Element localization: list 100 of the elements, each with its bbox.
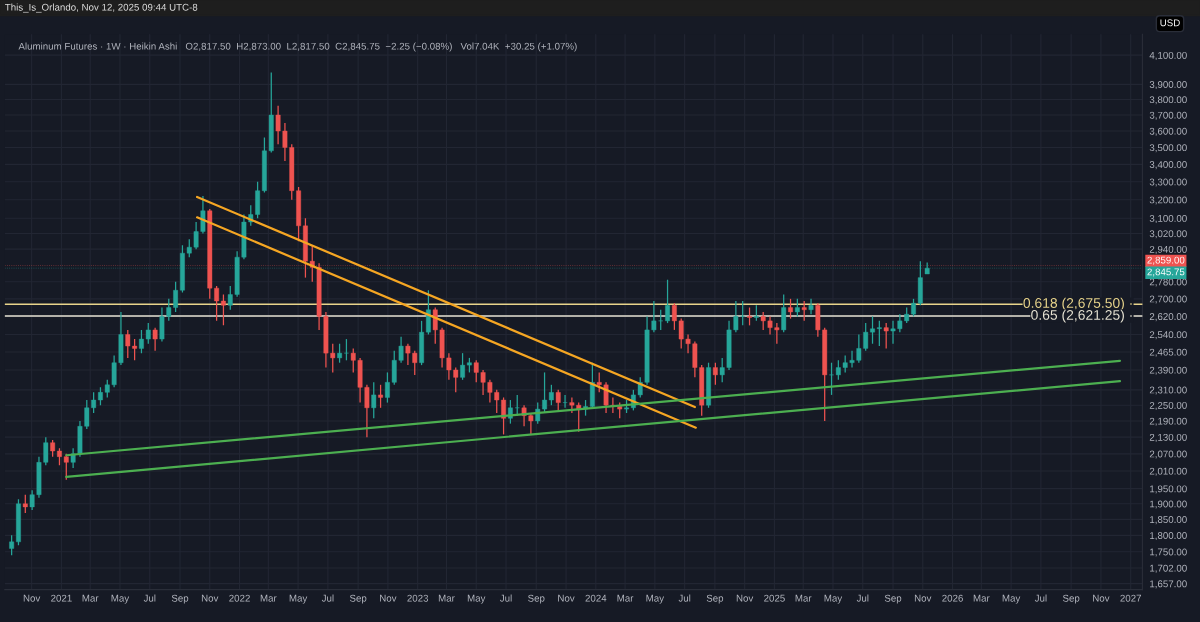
- candlestick: [781, 293, 787, 333]
- candlestick: [460, 352, 465, 381]
- y-tick-label: 2,940.00: [1149, 245, 1187, 254]
- x-tick-label: 2027: [1120, 594, 1142, 602]
- y-tick-label: 3,100.00: [1149, 214, 1187, 224]
- x-tick-label: Mar: [973, 594, 990, 602]
- x-tick-label: Sep: [884, 594, 902, 604]
- text: Aluminum Futures · 1W · Heikin Ashi O2,817.50 H2,873.00 L2,817.50 C2,845.75 −2.25 (−0.08%) Vol7.04K +30.25 (+1.07%): [18, 42, 577, 52]
- x-tick-label: May: [1002, 594, 1021, 604]
- text: USD: [1160, 19, 1180, 27]
- y-tick-label: 3,500.00: [1149, 144, 1187, 153]
- candlestick: [152, 327, 158, 352]
- candlestick: [665, 279, 670, 324]
- y-tick-label: 2,310.00: [1149, 386, 1187, 395]
- candlestick: [371, 381, 377, 419]
- x-tick-label: Jul: [499, 594, 512, 602]
- x-tick-label: May: [467, 594, 486, 604]
- y-tick-label: 2,780.00: [1149, 278, 1187, 287]
- y-tick-label: 3,900.00: [1149, 81, 1187, 90]
- y-tick-label: 2,465.00: [1149, 348, 1187, 357]
- candlestick: [22, 494, 28, 514]
- x-tick-label: Mar: [795, 594, 812, 602]
- x-tick-label: 2024: [585, 594, 607, 602]
- candlestick: [876, 320, 882, 347]
- candlestick: [883, 322, 889, 350]
- candlestick: [378, 384, 383, 409]
- y-tick-label: 1,702.00: [1150, 564, 1187, 573]
- y-tick-label: 2,190.00: [1149, 417, 1187, 426]
- x-tick-label: 2023: [407, 594, 429, 602]
- y-tick-label: 1,950.00: [1150, 485, 1187, 494]
- y-tick-label: 3,600.00: [1149, 127, 1187, 136]
- y-tick-label: 4,100.00: [1149, 51, 1187, 60]
- candlestick: [740, 300, 746, 326]
- x-tick-label: Mar: [82, 594, 99, 602]
- ref-line-label: 0.65 (2,621.25) ·: [1031, 309, 1132, 323]
- y-tick-label: 3,800.00: [1149, 96, 1187, 105]
- chart-title: This_Is_Orlando, Nov 12, 2025 09:44 UTC-8: [5, 3, 198, 13]
- x-tick-label: Nov: [1093, 594, 1110, 602]
- x-tick-label: 2026: [942, 594, 963, 602]
- x-tick-label: Jul: [678, 594, 691, 602]
- y-tick-label: 2,620.00: [1149, 313, 1187, 322]
- x-tick-label: Sep: [706, 594, 724, 604]
- x-tick-label: Jul: [1034, 594, 1047, 602]
- y-tick-label: 3,020.00: [1149, 230, 1187, 239]
- candlestick: [221, 293, 226, 326]
- y-tick-label: 3,700.00: [1149, 111, 1187, 120]
- x-tick-label: Sep: [1062, 594, 1080, 604]
- x-tick-label: Sep: [528, 594, 545, 604]
- x-tick-label: Jul: [143, 594, 156, 602]
- x-tick-label: Nov: [201, 594, 219, 602]
- candlestick: [548, 384, 554, 406]
- candlestick: [658, 309, 664, 331]
- y-tick-label: 2,070.00: [1149, 450, 1187, 459]
- candlestick: [555, 389, 561, 412]
- x-tick-label: 2025: [764, 594, 785, 602]
- candlestick: [801, 300, 807, 322]
- candlestick: [808, 298, 814, 315]
- x-tick-label: May: [646, 594, 665, 604]
- y-tick-label: 2,130.00: [1149, 433, 1187, 442]
- x-tick-label: Nov: [380, 594, 397, 602]
- x-tick-label: Sep: [349, 594, 367, 604]
- x-tick-label: Nov: [914, 594, 932, 602]
- x-tick-label: 2021: [51, 594, 72, 602]
- y-tick-label: 1,900.00: [1150, 500, 1187, 509]
- x-tick-label: May: [824, 594, 843, 604]
- y-tick-label: 2,010.00: [1149, 467, 1187, 476]
- x-tick-label: Mar: [260, 594, 277, 602]
- ref-line-label: 2,845.75: [1147, 268, 1185, 277]
- x-tick-label: May: [289, 594, 308, 604]
- candlestick: [9, 534, 15, 556]
- candlestick: [344, 338, 349, 361]
- y-tick-label: 1,800.00: [1150, 532, 1187, 541]
- y-tick-label: 1,850.00: [1150, 516, 1187, 525]
- candlestick: [514, 394, 520, 417]
- y-tick-label: 1,750.00: [1150, 548, 1187, 557]
- x-tick-label: Nov: [558, 594, 575, 602]
- ref-line-label: 0.618 (2,675.50) ·: [1023, 297, 1132, 311]
- candlestick: [712, 362, 718, 386]
- x-tick-label: 2022: [229, 594, 250, 602]
- y-tick-label: 2,390.00: [1149, 366, 1187, 375]
- y-tick-label: 3,300.00: [1149, 178, 1187, 187]
- ref-line-label: 2,859.00: [1147, 256, 1185, 265]
- x-tick-label: Mar: [438, 594, 455, 602]
- candlestick: [788, 298, 793, 320]
- candlestick: [337, 343, 342, 364]
- y-tick-label: 2,250.00: [1149, 401, 1187, 410]
- x-tick-label: Nov: [23, 594, 41, 602]
- x-tick-label: Sep: [171, 594, 189, 604]
- y-tick-label: 3,400.00: [1149, 161, 1187, 170]
- y-tick-label: 2,700.00: [1149, 295, 1187, 304]
- x-tick-label: May: [111, 594, 130, 604]
- y-tick-label: 3,200.00: [1149, 196, 1187, 205]
- candlestick: [426, 289, 431, 336]
- x-tick-label: Mar: [617, 594, 634, 602]
- candlestick: [829, 362, 834, 396]
- x-tick-label: Jul: [321, 594, 334, 602]
- x-tick-label: Nov: [736, 594, 754, 602]
- x-tick-label: Jul: [856, 594, 869, 602]
- y-tick-label: 1,657.00: [1150, 580, 1187, 589]
- candlestick: [562, 394, 568, 409]
